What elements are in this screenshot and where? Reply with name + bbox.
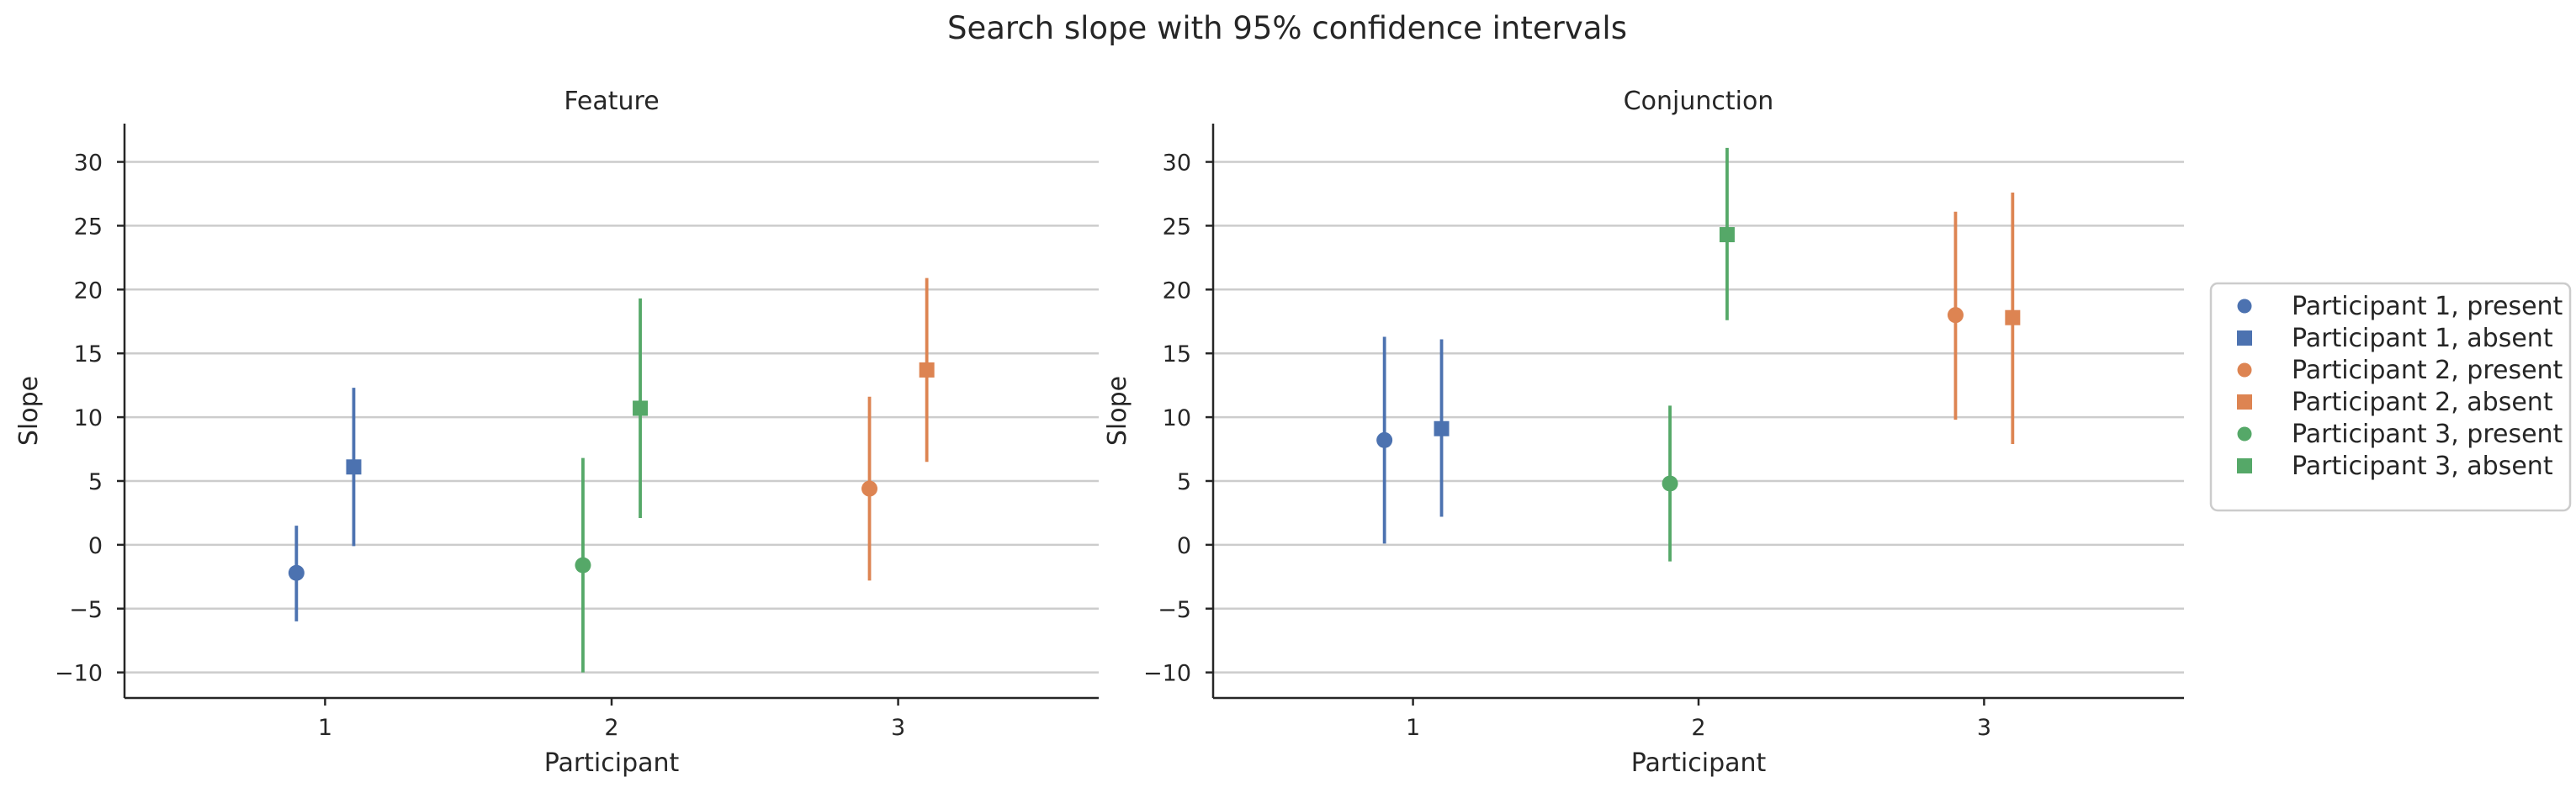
marker-participant-3-absent: [2005, 309, 2021, 325]
x-tick-label: 3: [891, 715, 905, 741]
panel-title: Feature: [564, 87, 659, 116]
marker-participant-1-present: [1376, 431, 1393, 448]
marker-participant-3-absent: [919, 362, 935, 378]
legend-entry-5-marker: [2237, 426, 2252, 441]
marker-participant-1-absent: [1434, 420, 1450, 436]
y-tick-label: −5: [69, 597, 103, 623]
y-tick-label: 0: [88, 533, 103, 559]
y-tick-label: 0: [1177, 533, 1191, 559]
legend-entry-5-label: Participant 3, present: [2292, 420, 2563, 449]
legend-entry-3-marker: [2237, 362, 2252, 378]
x-axis-label: Participant: [544, 748, 680, 778]
legend-entry-4-marker: [2237, 394, 2252, 410]
y-tick-label: 5: [1177, 469, 1191, 495]
marker-participant-1-absent: [346, 459, 362, 475]
y-axis-label: Slope: [1103, 376, 1132, 446]
marker-participant-2-absent: [633, 400, 649, 416]
legend: Participant 1, present Participant 1, abs…: [2209, 282, 2572, 512]
marker-participant-2-present: [1662, 475, 1678, 492]
y-tick-label: 20: [1163, 278, 1191, 304]
legend-entry-6-marker: [2237, 458, 2252, 473]
x-tick-label: 3: [1977, 715, 1991, 741]
y-tick-label: 30: [1163, 151, 1191, 177]
marker-participant-2-present: [575, 557, 591, 574]
marker-participant-1-present: [288, 564, 305, 581]
y-tick-label: 30: [74, 151, 103, 177]
y-tick-label: 15: [74, 341, 103, 367]
marker-participant-3-present: [861, 480, 878, 497]
marker-participant-2-absent: [1719, 227, 1735, 243]
y-tick-label: 25: [74, 214, 103, 240]
y-tick-label: −10: [1143, 661, 1191, 687]
y-tick-label: 20: [74, 278, 103, 304]
y-axis-label: Slope: [14, 376, 44, 446]
legend-entry-1-label: Participant 1, present: [2292, 292, 2563, 321]
y-tick-label: 15: [1163, 341, 1191, 367]
y-tick-label: −10: [55, 661, 103, 687]
y-tick-label: −5: [1158, 597, 1191, 623]
legend-entry-2-marker: [2237, 330, 2252, 346]
legend-entry-1-marker: [2237, 299, 2252, 314]
x-tick-label: 1: [318, 715, 332, 741]
x-tick-label: 2: [604, 715, 618, 741]
legend-entry-2-label: Participant 1, absent: [2292, 324, 2553, 353]
x-tick-label: 2: [1691, 715, 1705, 741]
panel-feature: −10 −5 0 5 10 15 20 25 30 1 2 3 Feature Participant Sl…: [14, 87, 1099, 778]
legend-entry-6-label: Participant 3, absent: [2292, 452, 2553, 481]
y-tick-label: 10: [74, 405, 103, 431]
legend-box: [2209, 282, 2572, 512]
y-tick-label: 10: [1163, 405, 1191, 431]
legend-entry-4-label: Participant 2, absent: [2292, 388, 2553, 417]
panel-title: Conjunction: [1624, 87, 1774, 116]
chart-title: Search slope with 95% confidence interva…: [947, 10, 1627, 46]
x-axis-label: Participant: [1631, 748, 1767, 778]
marker-participant-3-present: [1947, 307, 1964, 324]
legend-entry-3-label: Participant 2, present: [2292, 356, 2563, 385]
x-tick-label: 1: [1406, 715, 1420, 741]
y-tick-label: 25: [1163, 214, 1191, 240]
panel-conjunction: −10 −5 0 5 10 15 20 25 30 1 2 3 Conjunction Participa…: [1103, 87, 2184, 778]
y-tick-label: 5: [88, 469, 103, 495]
